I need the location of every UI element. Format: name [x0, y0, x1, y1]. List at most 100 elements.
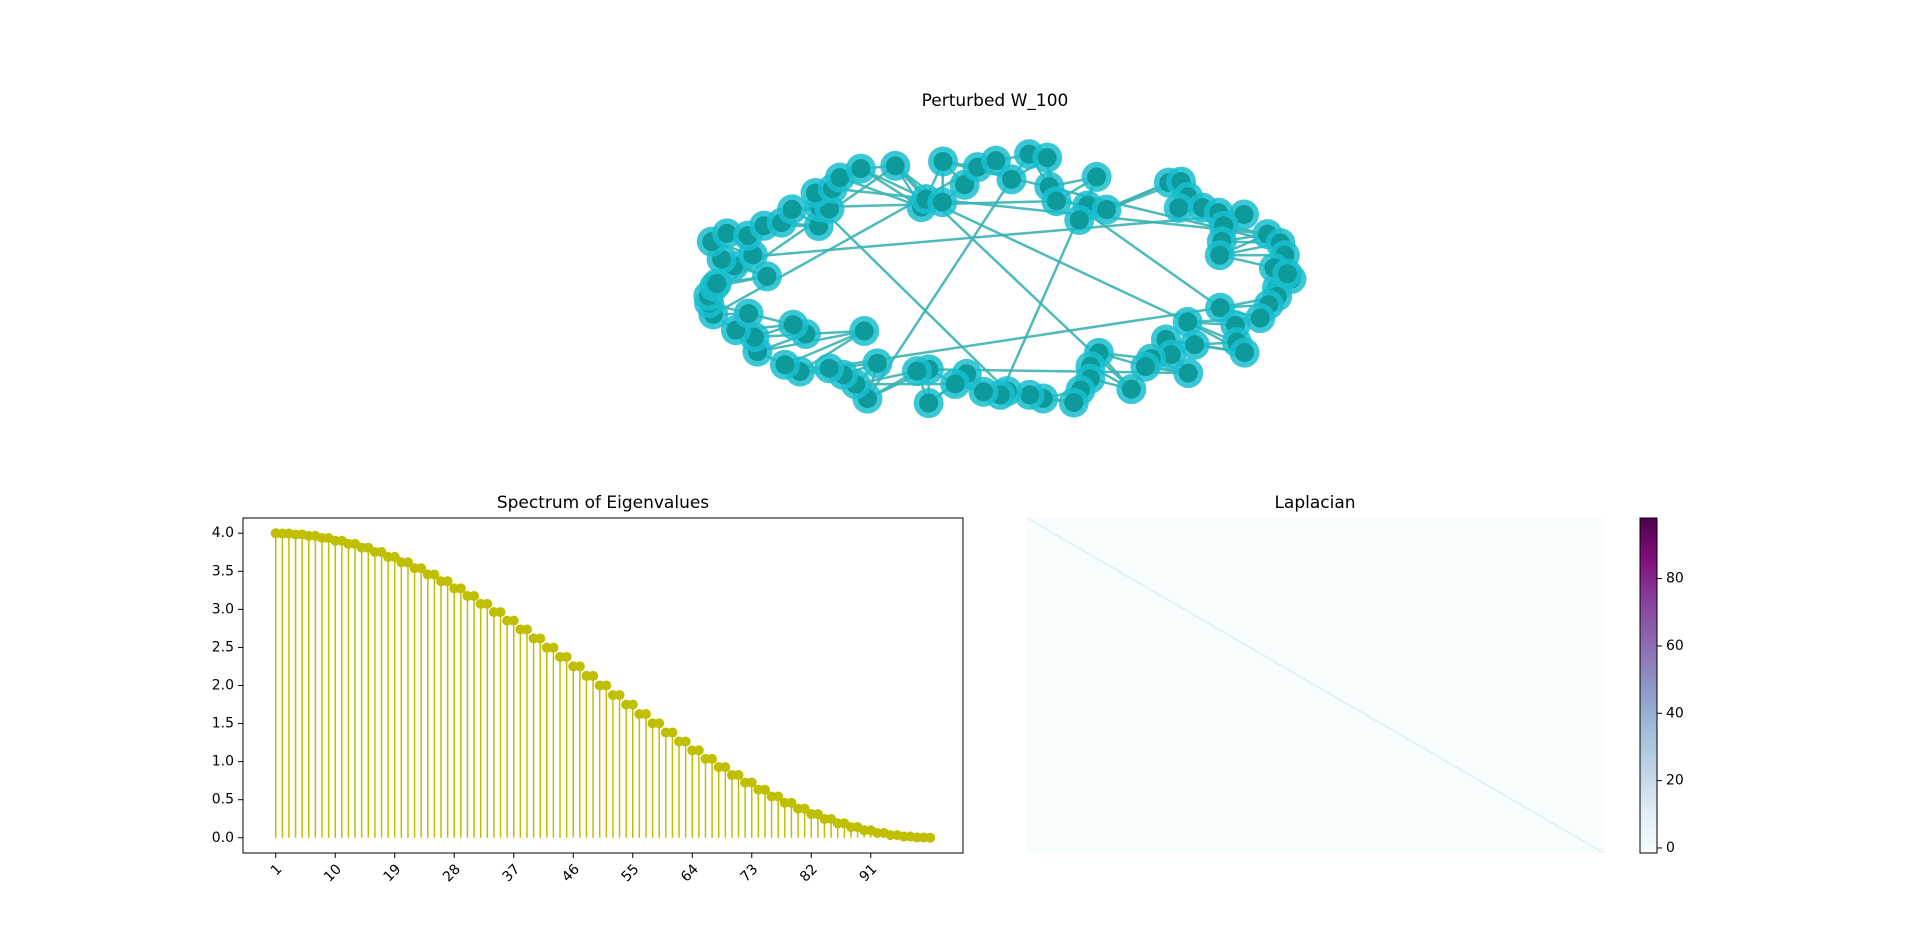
stem-marker: [482, 598, 493, 609]
colorbar-tick-label: 40: [1666, 705, 1684, 721]
stem-marker: [627, 699, 638, 710]
x-tick-label: 55: [618, 861, 642, 885]
node-core: [986, 151, 1006, 171]
node-core: [955, 175, 975, 195]
node-core: [1234, 204, 1254, 224]
node-core: [1002, 169, 1022, 189]
node-core: [739, 304, 759, 324]
stem-marker: [680, 736, 691, 747]
colorbar-tick-label: 0: [1666, 840, 1675, 856]
x-tick-label: 46: [559, 861, 583, 885]
node-core: [885, 156, 905, 176]
stem-marker: [614, 690, 625, 701]
node-core: [1235, 343, 1255, 363]
node-core: [1210, 298, 1230, 318]
stem-marker: [799, 803, 810, 814]
x-tick-label: 91: [857, 861, 881, 885]
node-core: [1087, 167, 1107, 187]
node-core: [1161, 345, 1181, 365]
colorbar-tick-label: 60: [1666, 638, 1684, 654]
y-tick-label: 2.0: [212, 678, 234, 694]
node-core: [1178, 363, 1198, 383]
x-tick-label: 28: [440, 861, 464, 885]
node-core: [1169, 198, 1189, 218]
stem-marker: [521, 624, 532, 635]
node-core: [945, 374, 965, 394]
stem-marker: [773, 791, 784, 802]
stem-marker: [601, 680, 612, 691]
node-core: [854, 321, 874, 341]
stem-marker: [720, 762, 731, 773]
node-core: [1135, 357, 1155, 377]
stem-marker: [469, 590, 480, 601]
x-tick-label: 1: [268, 861, 286, 879]
laplacian-diagonal: [1026, 517, 1605, 854]
node-core: [851, 159, 871, 179]
node-core: [933, 151, 953, 171]
node-core: [1250, 308, 1270, 328]
colorbar-tick-label: 20: [1666, 773, 1684, 789]
y-tick-label: 0.0: [212, 830, 234, 846]
node-core: [775, 355, 795, 375]
node-core: [973, 382, 993, 402]
node-core: [1178, 312, 1198, 332]
stem-marker: [535, 633, 546, 644]
node-core: [783, 315, 803, 335]
node-core: [830, 168, 850, 188]
y-tick-label: 1.0: [212, 754, 234, 770]
x-tick-label: 73: [737, 861, 761, 885]
stem-marker: [455, 583, 466, 594]
stem-marker: [548, 642, 559, 653]
node-core: [907, 361, 927, 381]
node-core: [1046, 191, 1066, 211]
y-tick-label: 4.0: [212, 525, 234, 541]
stem-marker: [693, 745, 704, 756]
stem-marker: [654, 718, 665, 729]
node-core: [1097, 200, 1117, 220]
node-core: [707, 274, 727, 294]
stem-title: Spectrum of Eigenvalues: [497, 493, 709, 513]
stem-marker: [429, 569, 440, 580]
stem-marker: [574, 661, 585, 672]
stem-marker: [667, 727, 678, 738]
graph-title: Perturbed W_100: [922, 91, 1069, 111]
stem-marker: [389, 551, 400, 562]
heatmap-title: Laplacian: [1274, 493, 1355, 513]
node-core: [757, 266, 777, 286]
stem-marker: [416, 563, 427, 574]
node-core: [1069, 210, 1089, 230]
y-tick-label: 3.0: [212, 601, 234, 617]
y-tick-label: 1.5: [212, 716, 234, 732]
stem-marker: [508, 615, 519, 626]
x-tick-label: 82: [797, 861, 821, 885]
stem-marker: [561, 651, 572, 662]
y-tick-label: 2.5: [212, 639, 234, 655]
x-tick-label: 64: [678, 861, 702, 885]
y-tick-label: 0.5: [212, 792, 234, 808]
stem-marker: [925, 832, 936, 843]
node-core: [782, 199, 802, 219]
stem-marker: [786, 797, 797, 808]
stem-marker: [495, 607, 506, 618]
node-core: [919, 393, 939, 413]
y-tick-label: 3.5: [212, 563, 234, 579]
colorbar: [1639, 517, 1658, 854]
node-core: [717, 223, 737, 243]
stem-marker: [746, 777, 757, 788]
stem-marker: [707, 753, 718, 764]
x-tick-label: 37: [499, 861, 523, 885]
node-core: [1210, 245, 1230, 265]
stem-marker: [402, 557, 413, 568]
node-core: [932, 192, 952, 212]
node-core: [1121, 379, 1141, 399]
stem-marker: [733, 770, 744, 781]
node-core: [1064, 393, 1084, 413]
edge: [860, 167, 1189, 324]
x-tick-label: 10: [321, 861, 345, 885]
x-tick-label: 19: [380, 861, 404, 885]
node-core: [1037, 148, 1057, 168]
colorbar-tick-label: 80: [1666, 571, 1684, 587]
node-core: [1019, 385, 1039, 405]
